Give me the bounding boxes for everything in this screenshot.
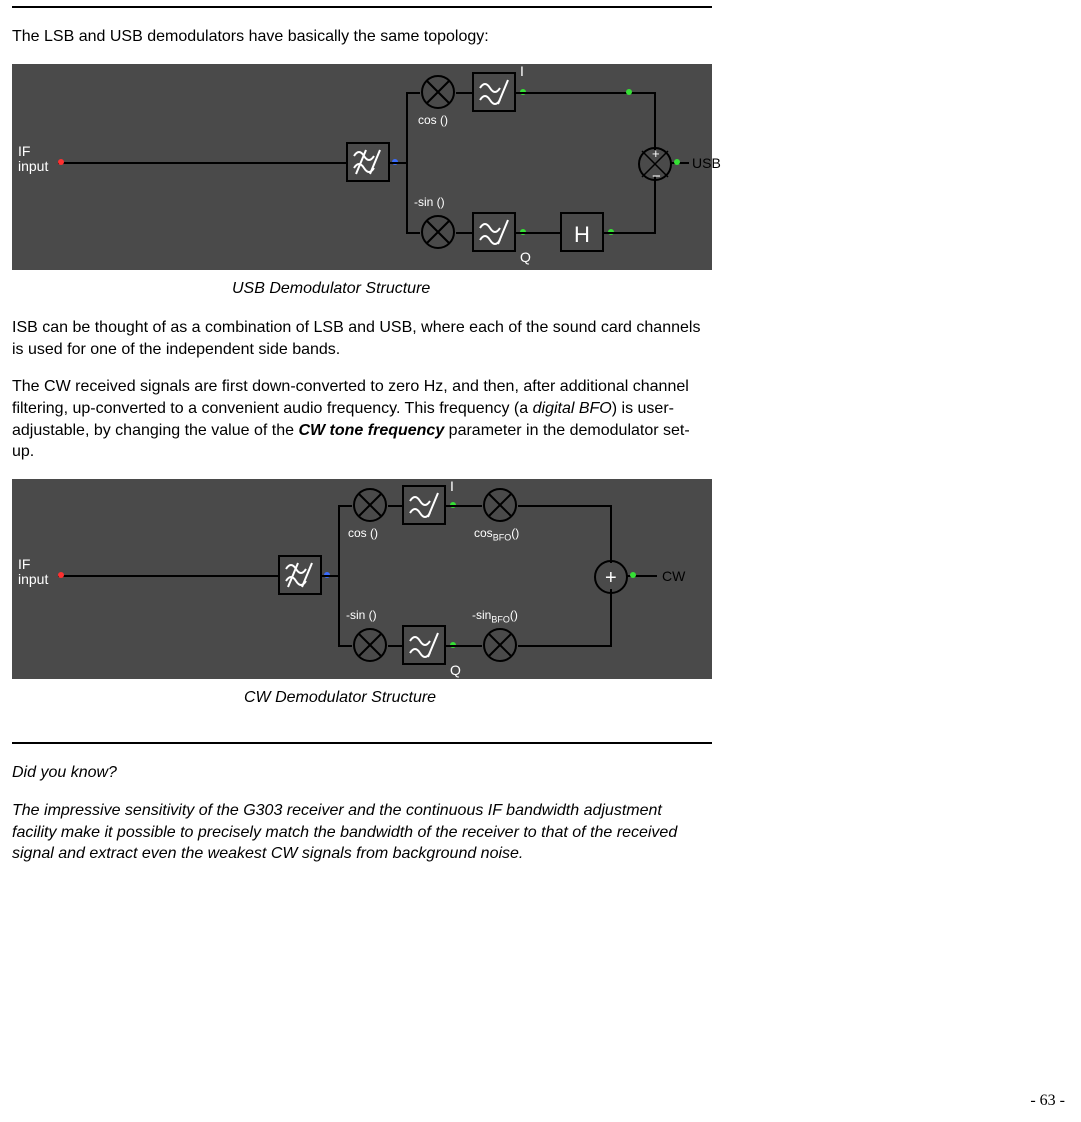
lowpass-upper-2	[402, 485, 446, 525]
cos-bfo-label: cosBFO()	[474, 525, 519, 544]
para-isb: ISB can be thought of as a combination o…	[12, 317, 708, 360]
page-number: - 63 -	[1030, 1090, 1065, 1112]
mixer-lower	[420, 214, 456, 250]
hilbert-block: H	[560, 212, 604, 252]
neg-sin-label: -sin ()	[414, 194, 445, 210]
cw-demodulator-diagram: IFinput cos ()	[12, 479, 712, 679]
dot-input-2	[58, 572, 64, 578]
mixer-lower-2	[352, 627, 388, 663]
para-cw-d: CW tone frequency	[298, 422, 444, 439]
usb-demodulator-diagram: IFinput cos ()	[12, 64, 712, 270]
mixer-lower-bfo	[482, 627, 518, 663]
caption-usb: USB Demodulator Structure	[232, 278, 708, 300]
if-input-label: IFinput	[18, 144, 48, 175]
cw-out-label: CW	[662, 567, 685, 586]
bandpass-filter-2	[278, 555, 322, 595]
q-label: Q	[520, 248, 531, 267]
did-you-know-body: The impressive sensitivity of the G303 r…	[12, 800, 708, 865]
if-input-label-2: IFinput	[18, 557, 48, 588]
i-label: I	[520, 62, 524, 81]
lowpass-upper	[472, 72, 516, 112]
minus-sign: −	[652, 167, 661, 187]
caption-cw: CW Demodulator Structure	[244, 687, 708, 709]
para-cw-b: digital BFO	[533, 400, 612, 417]
neg-sin-label-2: -sin ()	[346, 607, 377, 623]
neg-sin-bfo-label: -sinBFO()	[472, 607, 518, 626]
usb-out-label: USB	[692, 154, 721, 173]
mixer-upper	[420, 74, 456, 110]
bandpass-filter-1	[346, 142, 390, 182]
plus-sign: +	[652, 145, 660, 163]
mixer-upper-2	[352, 487, 388, 523]
lowpass-lower	[472, 212, 516, 252]
i-label-2: I	[450, 477, 454, 496]
lowpass-lower-2	[402, 625, 446, 665]
plus-sign-2: +	[605, 565, 617, 592]
separator-rule	[12, 742, 712, 744]
dot-out-2	[630, 572, 636, 578]
q-label-2: Q	[450, 661, 461, 680]
dot-out	[674, 159, 680, 165]
para-cw: The CW received signals are first down-c…	[12, 376, 708, 462]
did-you-know-title: Did you know?	[12, 762, 708, 784]
cos-label-2: cos ()	[348, 525, 378, 541]
intro-text: The LSB and USB demodulators have basica…	[12, 26, 708, 48]
cos-label: cos ()	[418, 112, 448, 128]
top-rule	[12, 6, 712, 8]
dot-i2	[626, 89, 632, 95]
dot-input	[58, 159, 64, 165]
mixer-upper-bfo	[482, 487, 518, 523]
